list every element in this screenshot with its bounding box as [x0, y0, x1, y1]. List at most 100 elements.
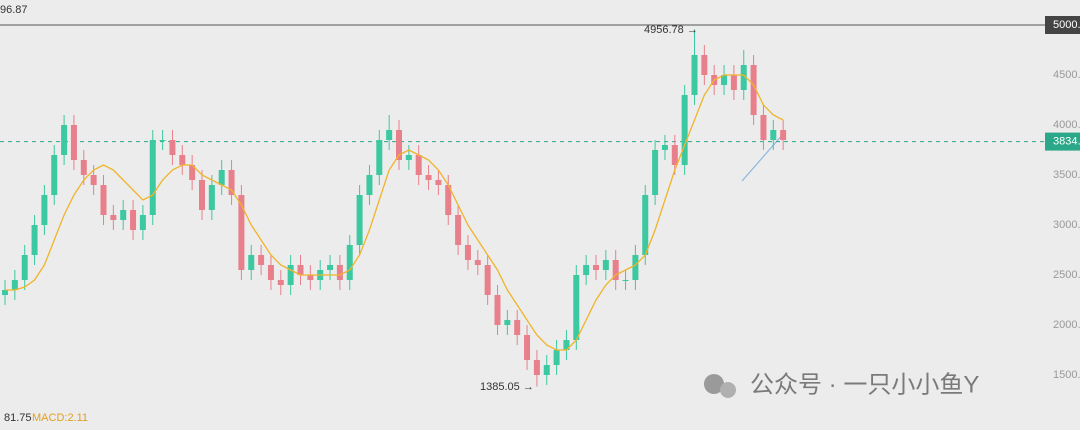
- price-box: [1045, 132, 1080, 151]
- candle-body: [494, 295, 501, 325]
- candle-body: [110, 215, 117, 220]
- candle-body: [396, 130, 402, 160]
- candle-body: [612, 260, 619, 280]
- watermark-icon: [704, 374, 724, 394]
- candle-body: [445, 185, 452, 215]
- candle-body: [189, 165, 196, 180]
- candle-body: [770, 130, 777, 140]
- candle-body: [208, 185, 215, 210]
- candle-body: [80, 160, 87, 175]
- y-tick-label: 5000.0: [1053, 19, 1080, 31]
- candle-body: [228, 170, 235, 195]
- candle-body: [533, 360, 540, 375]
- candle-body: [671, 145, 678, 165]
- candle-body: [464, 245, 471, 260]
- candle-body: [425, 175, 432, 180]
- candle-body: [90, 175, 97, 185]
- candle-body: [730, 75, 737, 90]
- candle-body: [2, 290, 8, 295]
- candle-body: [632, 255, 639, 280]
- moving-average: [5, 74, 784, 351]
- candle-body: [41, 195, 48, 225]
- candle-body: [31, 225, 38, 255]
- top-left-value: 96.87: [0, 4, 28, 16]
- candle-body: [524, 335, 531, 360]
- y-tick-label: 3500.0: [1053, 169, 1080, 181]
- candle-body: [11, 280, 18, 290]
- candle-body: [652, 150, 659, 195]
- candle-body: [307, 275, 314, 280]
- candle-body: [277, 280, 284, 285]
- candle-body: [287, 265, 294, 285]
- candle-body: [642, 195, 649, 255]
- candle-body: [179, 155, 186, 165]
- candle-body: [514, 320, 521, 335]
- y-tick-label: 2500.0: [1053, 269, 1080, 281]
- candle-body: [159, 140, 166, 141]
- candle-body: [51, 155, 58, 195]
- candle-body: [218, 170, 225, 185]
- candle-body: [376, 140, 383, 175]
- candle-body: [455, 215, 462, 245]
- candle-body: [405, 155, 412, 160]
- candle-body: [130, 210, 137, 230]
- trend-line: [741, 132, 785, 182]
- price-label: 3834.0: [1053, 136, 1080, 148]
- candle-body: [61, 125, 68, 155]
- candle-body: [120, 210, 127, 220]
- candle-body: [386, 130, 393, 140]
- candle-body: [248, 255, 255, 270]
- candle-body: [760, 115, 767, 140]
- candle-body: [553, 350, 560, 365]
- candle-body: [661, 145, 668, 150]
- candle-body: [474, 260, 481, 265]
- y-tick-label: 3000.0: [1053, 219, 1080, 231]
- candle-body: [622, 280, 629, 281]
- y-axis: 5000.0 4500.0 4000.0 3500.0 3000.0 2500.0 2000…: [0, 16, 1080, 381]
- candles: [2, 29, 787, 387]
- candle-body: [238, 195, 245, 270]
- y-tick-label: 2000.0: [1053, 319, 1080, 331]
- candle-body: [336, 265, 343, 280]
- candle-body: [169, 140, 176, 155]
- label-box: [1045, 16, 1080, 34]
- indicator-value: 81.75: [4, 412, 32, 424]
- candle-body: [563, 340, 570, 350]
- candle-body: [504, 320, 511, 325]
- candle-body: [691, 55, 698, 95]
- watermark: 公众号 · 一只小小鱼Y: [704, 371, 979, 398]
- candle-body: [415, 155, 422, 175]
- candle-body: [740, 65, 747, 90]
- candle-body: [258, 255, 265, 265]
- candle-body: [366, 175, 373, 195]
- candle-body: [602, 260, 609, 270]
- candle-body: [297, 265, 304, 275]
- candle-body: [701, 55, 708, 75]
- candle-body: [70, 125, 77, 160]
- candle-body: [346, 245, 353, 280]
- candle-body: [356, 195, 363, 245]
- max-label: 4956.78 →: [644, 24, 698, 36]
- min-label: 1385.05 →: [480, 381, 534, 393]
- y-tick-label: 4500.0: [1053, 69, 1080, 81]
- candle-body: [139, 215, 146, 230]
- candle-body: [327, 265, 334, 270]
- candle-body: [199, 180, 205, 210]
- candle-body: [750, 65, 757, 115]
- candle-body: [21, 255, 28, 280]
- candle-body: [681, 95, 688, 165]
- candle-body: [573, 275, 580, 340]
- candle-body: [435, 180, 442, 185]
- candle-body: [593, 265, 599, 270]
- candle-body: [267, 265, 274, 280]
- candle-body: [484, 265, 491, 295]
- candle-body: [583, 265, 590, 275]
- candle-body: [149, 140, 156, 215]
- watermark-text: 公众号 · 一只小小鱼Y: [750, 371, 979, 398]
- candle-body: [543, 365, 550, 375]
- macd-value: MACD:2.11: [32, 412, 88, 424]
- y-tick-label: 1500.0: [1053, 369, 1080, 381]
- candle-body: [780, 130, 787, 140]
- candle-body: [100, 185, 107, 215]
